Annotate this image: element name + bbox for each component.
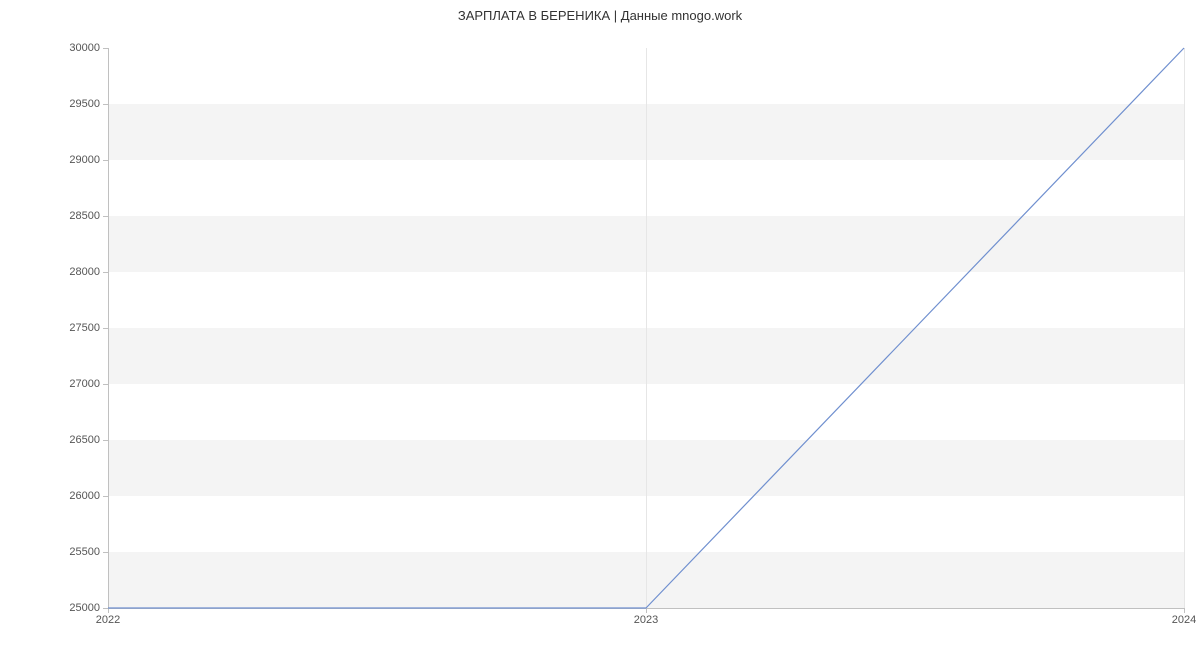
- y-tick-label: 25000: [69, 602, 100, 614]
- x-tick-mark: [108, 608, 109, 613]
- y-tick-label: 25500: [69, 546, 100, 558]
- y-tick-label: 28500: [69, 210, 100, 222]
- x-tick-mark: [1184, 608, 1185, 613]
- y-tick-label: 29000: [69, 154, 100, 166]
- y-tick-label: 30000: [69, 42, 100, 54]
- chart-title: ЗАРПЛАТА В БЕРЕНИКА | Данные mnogo.work: [0, 8, 1200, 23]
- y-tick-label: 27000: [69, 378, 100, 390]
- series-line-salary: [108, 48, 1184, 608]
- y-tick-label: 27500: [69, 322, 100, 334]
- x-tick-mark: [646, 608, 647, 613]
- y-tick-label: 28000: [69, 266, 100, 278]
- y-tick-label: 26000: [69, 490, 100, 502]
- x-tick-label: 2022: [96, 614, 120, 626]
- y-tick-label: 26500: [69, 434, 100, 446]
- x-tick-label: 2024: [1172, 614, 1196, 626]
- x-tick-label: 2023: [634, 614, 658, 626]
- series-layer: [108, 48, 1184, 608]
- y-tick-label: 29500: [69, 98, 100, 110]
- salary-line-chart: ЗАРПЛАТА В БЕРЕНИКА | Данные mnogo.work …: [0, 0, 1200, 650]
- x-gridline: [1184, 48, 1185, 608]
- plot-area: 2500025500260002650027000275002800028500…: [108, 48, 1184, 608]
